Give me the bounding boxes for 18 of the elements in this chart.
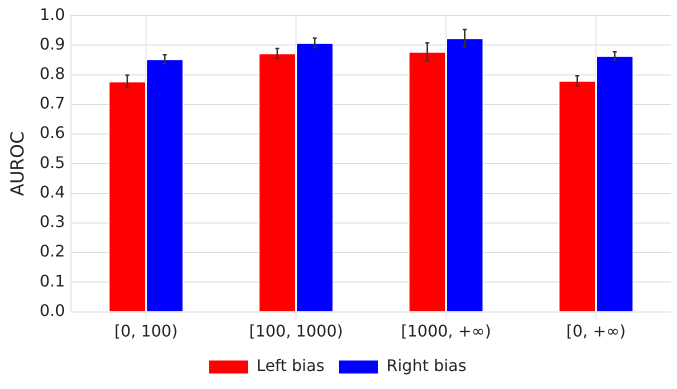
y-tick-label: 0.0 <box>40 300 66 320</box>
y-tick-label: 0.5 <box>40 152 66 172</box>
y-tick-label: 0.2 <box>40 242 66 261</box>
y-tick-label: 1.0 <box>40 4 66 24</box>
y-tick-label: 0.3 <box>40 212 66 232</box>
legend-label: Right bias <box>386 356 466 376</box>
y-axis-title: AUROC <box>7 131 28 196</box>
y-tick-label: 0.6 <box>40 123 66 142</box>
y-tick-label: 0.9 <box>40 34 66 54</box>
y-tick-label: 0.4 <box>40 182 66 202</box>
x-tick-label: [0, +∞) <box>566 322 626 341</box>
legend-label: Left bias <box>256 356 324 376</box>
x-tick-label: [1000, +∞) <box>400 322 492 341</box>
y-tick-label: 0.8 <box>40 64 66 83</box>
x-tick-label: [0, 100) <box>114 322 178 341</box>
x-tick-label: [100, 1000) <box>249 322 343 341</box>
y-tick-label: 0.1 <box>40 271 66 290</box>
y-tick-label: 0.7 <box>40 94 66 113</box>
